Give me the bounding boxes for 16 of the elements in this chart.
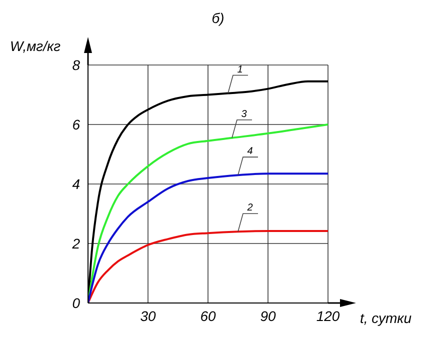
series-label: 1 (237, 64, 243, 76)
y-axis-title: W,мг/кг (10, 38, 60, 54)
y-tick-label: 8 (72, 56, 80, 73)
x-tick-label: 120 (316, 308, 340, 324)
y-tick-label: 0 (72, 294, 80, 311)
chart-title: б) (210, 10, 226, 26)
series-label: 2 (246, 202, 254, 214)
y-tick-label: 2 (71, 235, 80, 252)
y-tick-label: 6 (72, 116, 80, 132)
x-axis-title: t, сутки (360, 310, 412, 326)
series-label: 3 (241, 108, 248, 120)
x-tick-label: 60 (200, 308, 216, 324)
y-tick-label: 4 (72, 176, 80, 192)
x-tick-label: 90 (260, 308, 276, 324)
series-label: 4 (247, 146, 254, 158)
x-tick-label: 30 (140, 308, 156, 324)
